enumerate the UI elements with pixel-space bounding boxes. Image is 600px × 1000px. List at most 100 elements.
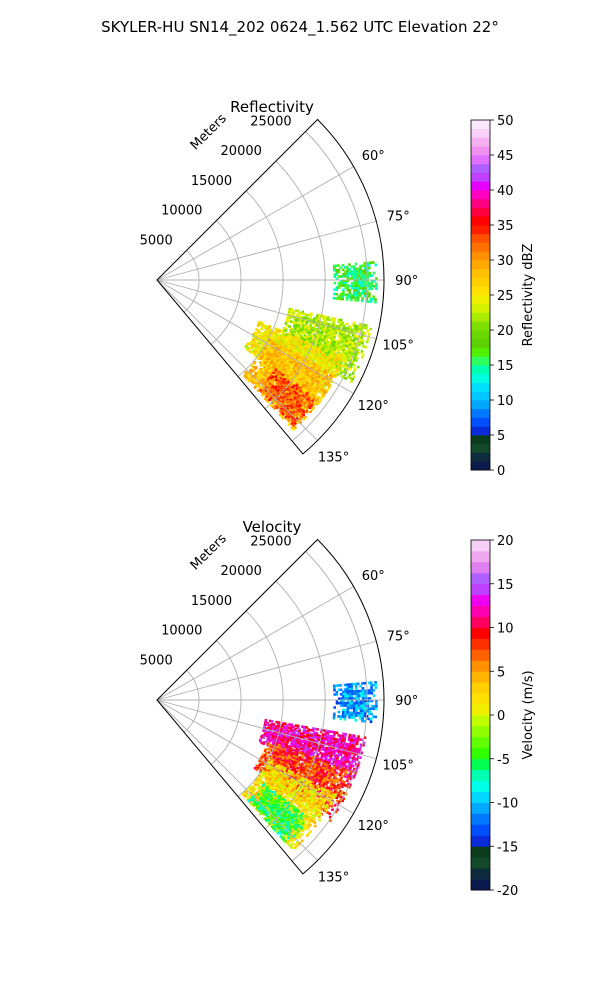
echo-pixel [290, 310, 293, 313]
echo-pixel [344, 713, 347, 716]
echo-pixel [280, 382, 283, 386]
echo-pixel [303, 312, 306, 316]
echo-pixel [348, 367, 352, 371]
echo-pixel [289, 354, 293, 358]
echo-pixel [284, 412, 288, 416]
echo-pixel [309, 770, 312, 774]
echo-pixel [317, 320, 320, 323]
echo-pixel [294, 426, 297, 429]
echo-pixel [294, 779, 298, 783]
echo-pixel [290, 422, 294, 425]
echo-pixel [291, 771, 295, 775]
echo-pixel [313, 747, 317, 751]
echo-pixel [271, 736, 275, 740]
echo-pixel [303, 374, 306, 378]
echo-pixel [297, 779, 300, 782]
echo-pixel [276, 351, 280, 354]
echo-pixel [284, 794, 288, 797]
echo-pixel [332, 735, 336, 738]
echo-pixel [356, 682, 360, 686]
echo-pixel [292, 783, 296, 786]
echo-pixel [303, 347, 307, 351]
echo-pixel [304, 826, 307, 829]
echo-pixel [372, 271, 376, 275]
range-tick-label: 15000 [191, 174, 232, 189]
echo-pixel [331, 359, 334, 363]
echo-pixel [271, 395, 274, 399]
echo-pixel [288, 747, 292, 750]
echo-pixel [300, 399, 303, 402]
echo-pixel [286, 746, 290, 750]
echo-pixel [307, 388, 310, 391]
echo-pixel [320, 333, 323, 337]
echo-pixel [340, 333, 344, 336]
echo-pixel [299, 410, 302, 414]
echo-pixel [333, 776, 336, 780]
echo-pixel [341, 268, 345, 271]
echo-pixel [277, 724, 280, 727]
echo-pixel [280, 744, 283, 747]
echo-pixel [310, 376, 313, 379]
echo-pixel [261, 325, 264, 328]
echo-pixel [298, 739, 301, 742]
echo-pixel [310, 371, 313, 374]
echo-pixel [323, 347, 326, 350]
echo-pixel [293, 797, 296, 801]
echo-pixel [286, 363, 290, 367]
echo-pixel [290, 732, 294, 735]
echo-pixel [254, 334, 258, 337]
echo-pixel [321, 737, 324, 740]
echo-pixel [363, 712, 367, 715]
echo-pixel [292, 417, 296, 420]
echo-pixel [352, 369, 356, 373]
echo-pixel [267, 394, 270, 398]
echo-pixel [286, 732, 289, 736]
echo-pixel [276, 787, 279, 791]
echo-pixel [324, 775, 327, 778]
echo-pixel [294, 406, 297, 409]
echo-pixel [292, 407, 296, 411]
echo-pixel [317, 349, 321, 353]
echo-pixel [322, 325, 325, 329]
echo-pixel [270, 744, 274, 748]
echo-pixel [293, 349, 297, 352]
echo-pixel [318, 772, 321, 775]
echo-pixel [289, 757, 292, 760]
echo-pixel [361, 717, 364, 720]
echo-pixel [289, 367, 292, 371]
echo-pixel [345, 683, 349, 687]
echo-pixel [318, 331, 322, 334]
echo-pixel [272, 724, 275, 728]
echo-pixel [352, 714, 356, 717]
echo-pixel [365, 326, 368, 330]
echo-pixel [290, 725, 293, 728]
echo-pixel [298, 398, 302, 401]
echo-pixel [280, 788, 284, 792]
echo-pixel [352, 360, 355, 364]
echo-pixel [348, 688, 352, 691]
echo-pixel [319, 745, 322, 748]
echo-pixel [308, 403, 312, 406]
echo-pixel [304, 341, 307, 345]
echo-pixel [351, 282, 354, 285]
echo-pixel [350, 734, 354, 737]
echo-pixel [345, 322, 349, 326]
echo-pixel [372, 689, 376, 692]
echo-pixel [328, 348, 332, 352]
echo-pixel [269, 728, 272, 731]
echo-pixel [292, 741, 296, 745]
echo-pixel [314, 804, 318, 808]
echo-pixel [277, 349, 281, 353]
echo-pixel [284, 397, 288, 400]
echo-pixel [299, 770, 303, 774]
echo-pixel [317, 367, 321, 371]
echo-pixel [304, 731, 308, 735]
echo-pixel [317, 359, 321, 362]
echo-pixel [329, 354, 333, 358]
echo-pixel [296, 329, 299, 333]
echo-pixel [276, 363, 279, 367]
echo-pixel [344, 377, 347, 380]
echo-pixel [344, 711, 347, 714]
echo-pixel [301, 348, 304, 352]
echo-pixel [250, 351, 254, 355]
